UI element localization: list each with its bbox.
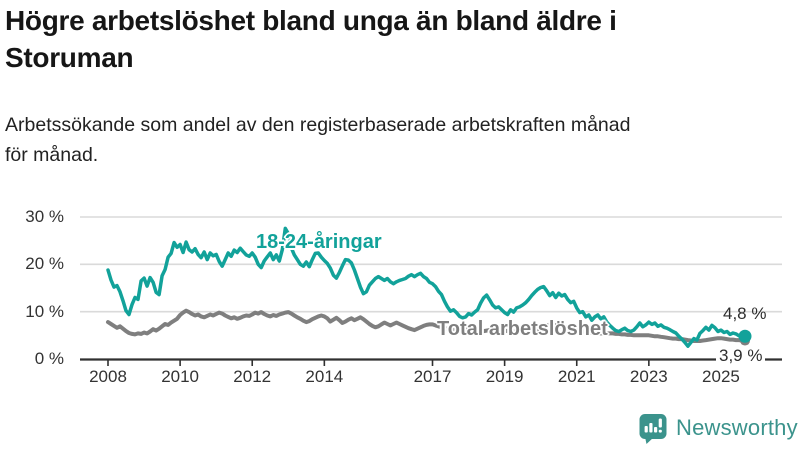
x-tick-label: 2025 bbox=[702, 367, 740, 386]
series-line-total bbox=[106, 308, 747, 343]
series-label-young: 18-24-åringar bbox=[256, 231, 382, 253]
y-tick-label: 20 % bbox=[25, 254, 64, 274]
y-tick-label: 0 % bbox=[34, 349, 64, 368]
end-value-label-total: 3,9 % bbox=[716, 346, 766, 366]
x-tick-label: 2017 bbox=[413, 367, 452, 386]
x-tick-label: 2021 bbox=[557, 367, 596, 386]
newsworthy-logo-icon bbox=[638, 412, 669, 451]
x-tick-label: 2008 bbox=[89, 367, 127, 386]
y-tick-label: 30 % bbox=[25, 207, 64, 226]
chart-title: Högre arbetslöshet bland unga än bland ä… bbox=[5, 5, 617, 73]
end-value-label-young: 4,8 % bbox=[723, 304, 767, 323]
x-tick-label: 2019 bbox=[485, 367, 524, 386]
x-tick-label: 2010 bbox=[161, 367, 200, 386]
x-tick-label: 2014 bbox=[305, 367, 344, 386]
x-tick-label: 2023 bbox=[629, 367, 668, 386]
y-tick-label: 10 % bbox=[25, 301, 64, 321]
newsworthy-brand-link[interactable]: Newsworthy bbox=[636, 411, 798, 447]
x-tick-label: 2012 bbox=[233, 367, 272, 386]
end-dot-young bbox=[738, 329, 752, 343]
series-line-young bbox=[106, 226, 747, 348]
newsworthy-brand-name: Newsworthy bbox=[676, 415, 798, 440]
chart-subtitle: Arbetssökande som andel av den registerb… bbox=[5, 114, 631, 166]
series-label-total: Total arbetslöshet bbox=[437, 318, 608, 340]
